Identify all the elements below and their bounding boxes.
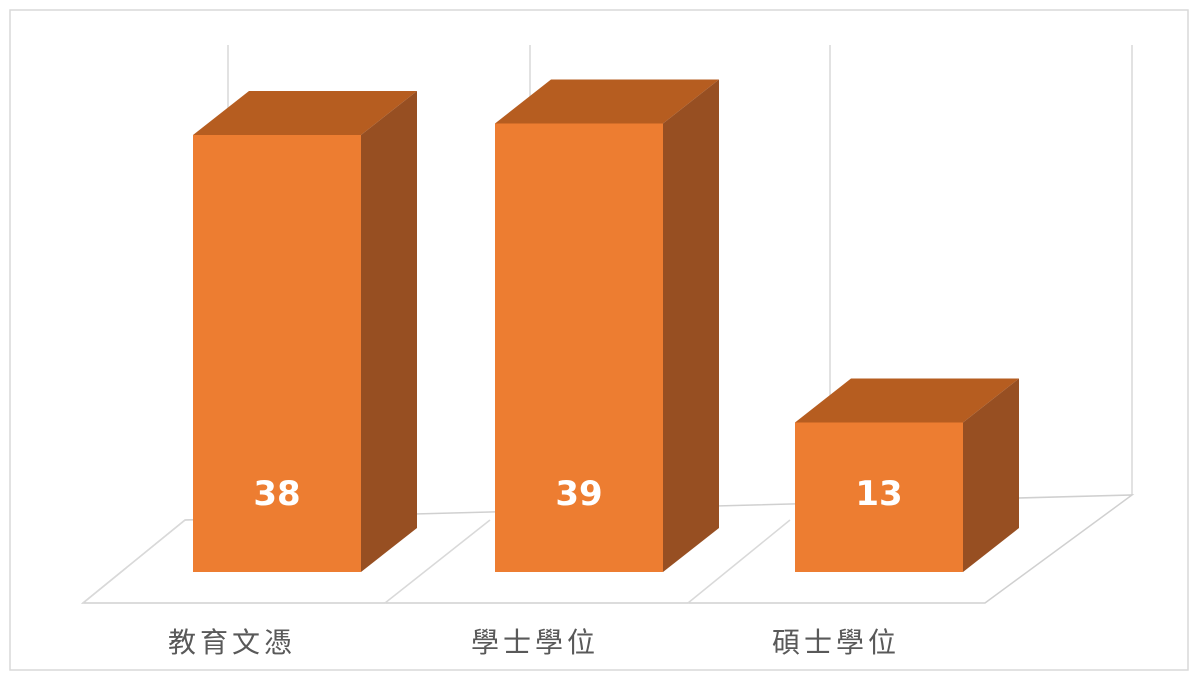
x-tick-label: 教育文憑 xyxy=(168,626,296,659)
bar-1 xyxy=(193,135,361,572)
bar-side-face xyxy=(663,79,719,572)
data-label: 13 xyxy=(855,474,902,514)
bar-2 xyxy=(495,123,663,572)
labels-layer: 38 39 13 xyxy=(253,474,902,514)
bar-top-face xyxy=(495,79,719,124)
bars-layer xyxy=(193,79,1019,572)
bar-top-face xyxy=(795,378,1019,423)
bar-side-face xyxy=(963,378,1019,572)
x-tick-label: 學士學位 xyxy=(471,626,599,659)
bar-side-face xyxy=(361,91,417,572)
floor-divider xyxy=(687,519,791,604)
tick-labels-layer: 教育文憑 學士學位 碩士學位 xyxy=(168,626,900,659)
bar-3 xyxy=(795,422,963,572)
plot-area-border xyxy=(9,9,1189,671)
bar-top-face xyxy=(193,91,417,135)
data-label: 38 xyxy=(253,474,300,514)
x-tick-label: 碩士學位 xyxy=(772,626,900,659)
floor-divider xyxy=(82,519,186,604)
data-label: 39 xyxy=(555,474,602,514)
floor-divider xyxy=(384,519,491,604)
